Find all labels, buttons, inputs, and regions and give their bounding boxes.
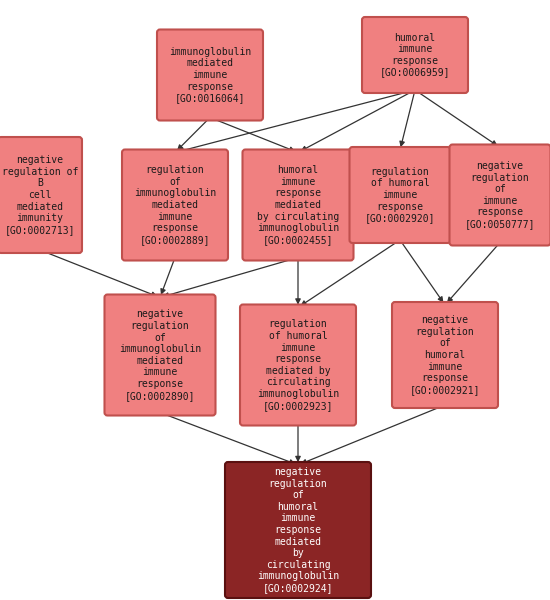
Text: humoral
immune
response
mediated
by circulating
immunoglobulin
[GO:0002455]: humoral immune response mediated by circ…: [257, 165, 339, 245]
Text: regulation
of humoral
immune
response
mediated by
circulating
immunoglobulin
[GO: regulation of humoral immune response me…: [257, 319, 339, 410]
FancyBboxPatch shape: [157, 29, 263, 121]
Text: negative
regulation
of
immune
response
[GO:0050777]: negative regulation of immune response […: [465, 161, 535, 229]
FancyBboxPatch shape: [362, 17, 468, 93]
FancyBboxPatch shape: [240, 304, 356, 425]
Text: negative
regulation
of
humoral
immune
response
mediated
by
circulating
immunoglo: negative regulation of humoral immune re…: [257, 467, 339, 593]
FancyBboxPatch shape: [104, 295, 216, 415]
FancyBboxPatch shape: [243, 149, 354, 260]
FancyBboxPatch shape: [225, 462, 371, 598]
Text: negative
regulation
of
immunoglobulin
mediated
immune
response
[GO:0002890]: negative regulation of immunoglobulin me…: [119, 310, 201, 401]
FancyBboxPatch shape: [0, 137, 82, 253]
FancyBboxPatch shape: [392, 302, 498, 408]
Text: regulation
of humoral
immune
response
[GO:0002920]: regulation of humoral immune response [G…: [365, 167, 435, 223]
FancyBboxPatch shape: [122, 149, 228, 260]
Text: humoral
immune
response
[GO:0006959]: humoral immune response [GO:0006959]: [379, 32, 450, 77]
Text: immunoglobulin
mediated
immune
response
[GO:0016064]: immunoglobulin mediated immune response …: [169, 47, 251, 103]
FancyBboxPatch shape: [349, 147, 450, 243]
Text: negative
regulation of
B
cell
mediated
immunity
[GO:0002713]: negative regulation of B cell mediated i…: [2, 155, 78, 235]
Text: negative
regulation
of
humoral
immune
response
[GO:0002921]: negative regulation of humoral immune re…: [410, 315, 480, 395]
Text: regulation
of
immunoglobulin
mediated
immune
response
[GO:0002889]: regulation of immunoglobulin mediated im…: [134, 165, 216, 245]
FancyBboxPatch shape: [449, 145, 550, 245]
